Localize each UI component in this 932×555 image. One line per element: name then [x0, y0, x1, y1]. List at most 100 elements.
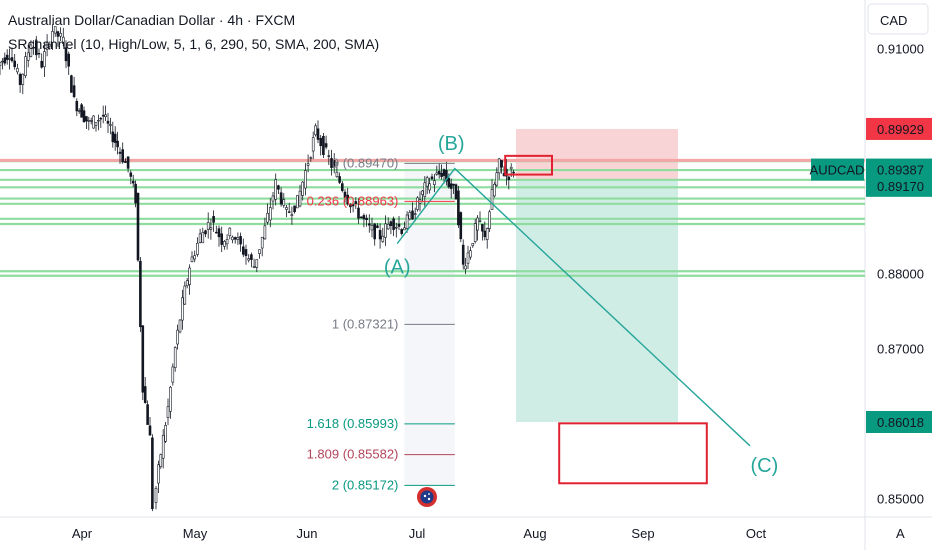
candle	[459, 211, 463, 243]
candle	[64, 40, 68, 69]
candle	[466, 245, 470, 269]
candle	[378, 223, 382, 249]
price-badge[interactable]: 0.89929	[866, 117, 932, 140]
candle	[217, 225, 221, 247]
candle	[507, 175, 511, 190]
candle	[143, 377, 147, 404]
candle	[18, 72, 22, 93]
candle	[231, 235, 234, 244]
candle	[0, 61, 2, 75]
candle	[367, 214, 371, 233]
price-badge[interactable]: 0.86018	[866, 410, 932, 433]
auto-scale-button[interactable]: A	[896, 526, 905, 541]
candle	[282, 193, 286, 208]
candle	[61, 27, 65, 47]
elliott-wave-path[interactable]	[396, 167, 751, 447]
x-tick-label: May	[183, 526, 208, 541]
symbol-tag-label: AUDCAD	[810, 163, 865, 178]
candle	[293, 205, 296, 214]
indicator-legend[interactable]: SRchannel (10, High/Low, 5, 1, 6, 290, 5…	[8, 36, 379, 52]
price-badge[interactable]: 0.89170	[866, 174, 932, 197]
candle	[183, 281, 187, 306]
candle	[457, 185, 460, 229]
candle	[316, 120, 320, 144]
candle	[442, 168, 446, 184]
candle	[279, 187, 283, 207]
candle	[332, 153, 336, 174]
currency-label: CAD	[880, 13, 907, 28]
annotation-box[interactable]	[504, 154, 554, 176]
candle	[236, 232, 240, 245]
candle	[445, 161, 448, 186]
candle	[141, 325, 145, 401]
candle	[362, 213, 366, 228]
candle	[478, 211, 482, 223]
candle	[495, 167, 499, 188]
candle	[67, 51, 70, 75]
candle	[488, 209, 491, 232]
auto-scale-label: A	[896, 526, 905, 541]
candle	[421, 189, 424, 203]
candle	[287, 202, 291, 214]
candle	[244, 244, 248, 265]
candles	[0, 24, 515, 512]
chart-title: Australian Dollar/Canadian Dollar · 4h ·…	[8, 12, 295, 28]
flag-icon[interactable]	[417, 487, 437, 507]
candle	[359, 216, 363, 219]
candle	[285, 204, 288, 218]
candle	[21, 73, 25, 95]
candle	[139, 256, 142, 333]
candle	[171, 363, 175, 386]
candle	[354, 197, 358, 209]
stop-loss-zone[interactable]	[516, 128, 678, 180]
y-tick-label: 0.88000	[877, 266, 924, 281]
candle	[116, 131, 119, 155]
x-tick-label: Aug	[523, 526, 546, 541]
price-badge-label: 0.89929	[877, 122, 924, 137]
candle	[433, 173, 436, 193]
candle	[428, 177, 431, 194]
candle	[301, 181, 305, 201]
candle	[381, 227, 385, 243]
candle	[266, 203, 269, 225]
candle	[37, 48, 41, 59]
candle	[394, 222, 398, 238]
candle	[5, 49, 9, 65]
candle	[411, 202, 414, 220]
candle	[104, 105, 107, 122]
candle	[290, 206, 294, 225]
candle	[196, 237, 199, 257]
fib-level-label: 1.809 (0.85582)	[307, 447, 399, 462]
take-profit-zone[interactable]	[516, 179, 678, 422]
candle	[201, 227, 205, 244]
price-axis[interactable]	[865, 0, 932, 550]
candle	[309, 156, 313, 162]
wave-label[interactable]: (B)	[438, 133, 465, 155]
candle	[277, 184, 280, 194]
candle	[298, 184, 302, 208]
candle	[206, 212, 210, 239]
candle	[148, 416, 152, 436]
annotation-box[interactable]	[558, 422, 708, 485]
candle	[77, 108, 81, 114]
candle	[161, 429, 165, 469]
candle	[449, 178, 453, 199]
wave-label[interactable]: (C)	[751, 455, 779, 477]
candle	[223, 240, 226, 250]
candle	[193, 250, 196, 263]
candle	[3, 52, 7, 66]
candle	[268, 198, 272, 228]
candle	[56, 30, 60, 47]
candle	[351, 203, 355, 213]
price-badge-label: 0.86018	[877, 415, 924, 430]
candle	[48, 41, 52, 50]
candle	[403, 221, 406, 231]
candle	[188, 264, 191, 295]
currency-button[interactable]: CAD	[867, 3, 929, 35]
wave-label[interactable]: (A)	[384, 256, 411, 278]
candle	[392, 216, 395, 237]
candle	[340, 181, 344, 193]
fib-level-label: 0 (0.89470)	[332, 155, 399, 170]
